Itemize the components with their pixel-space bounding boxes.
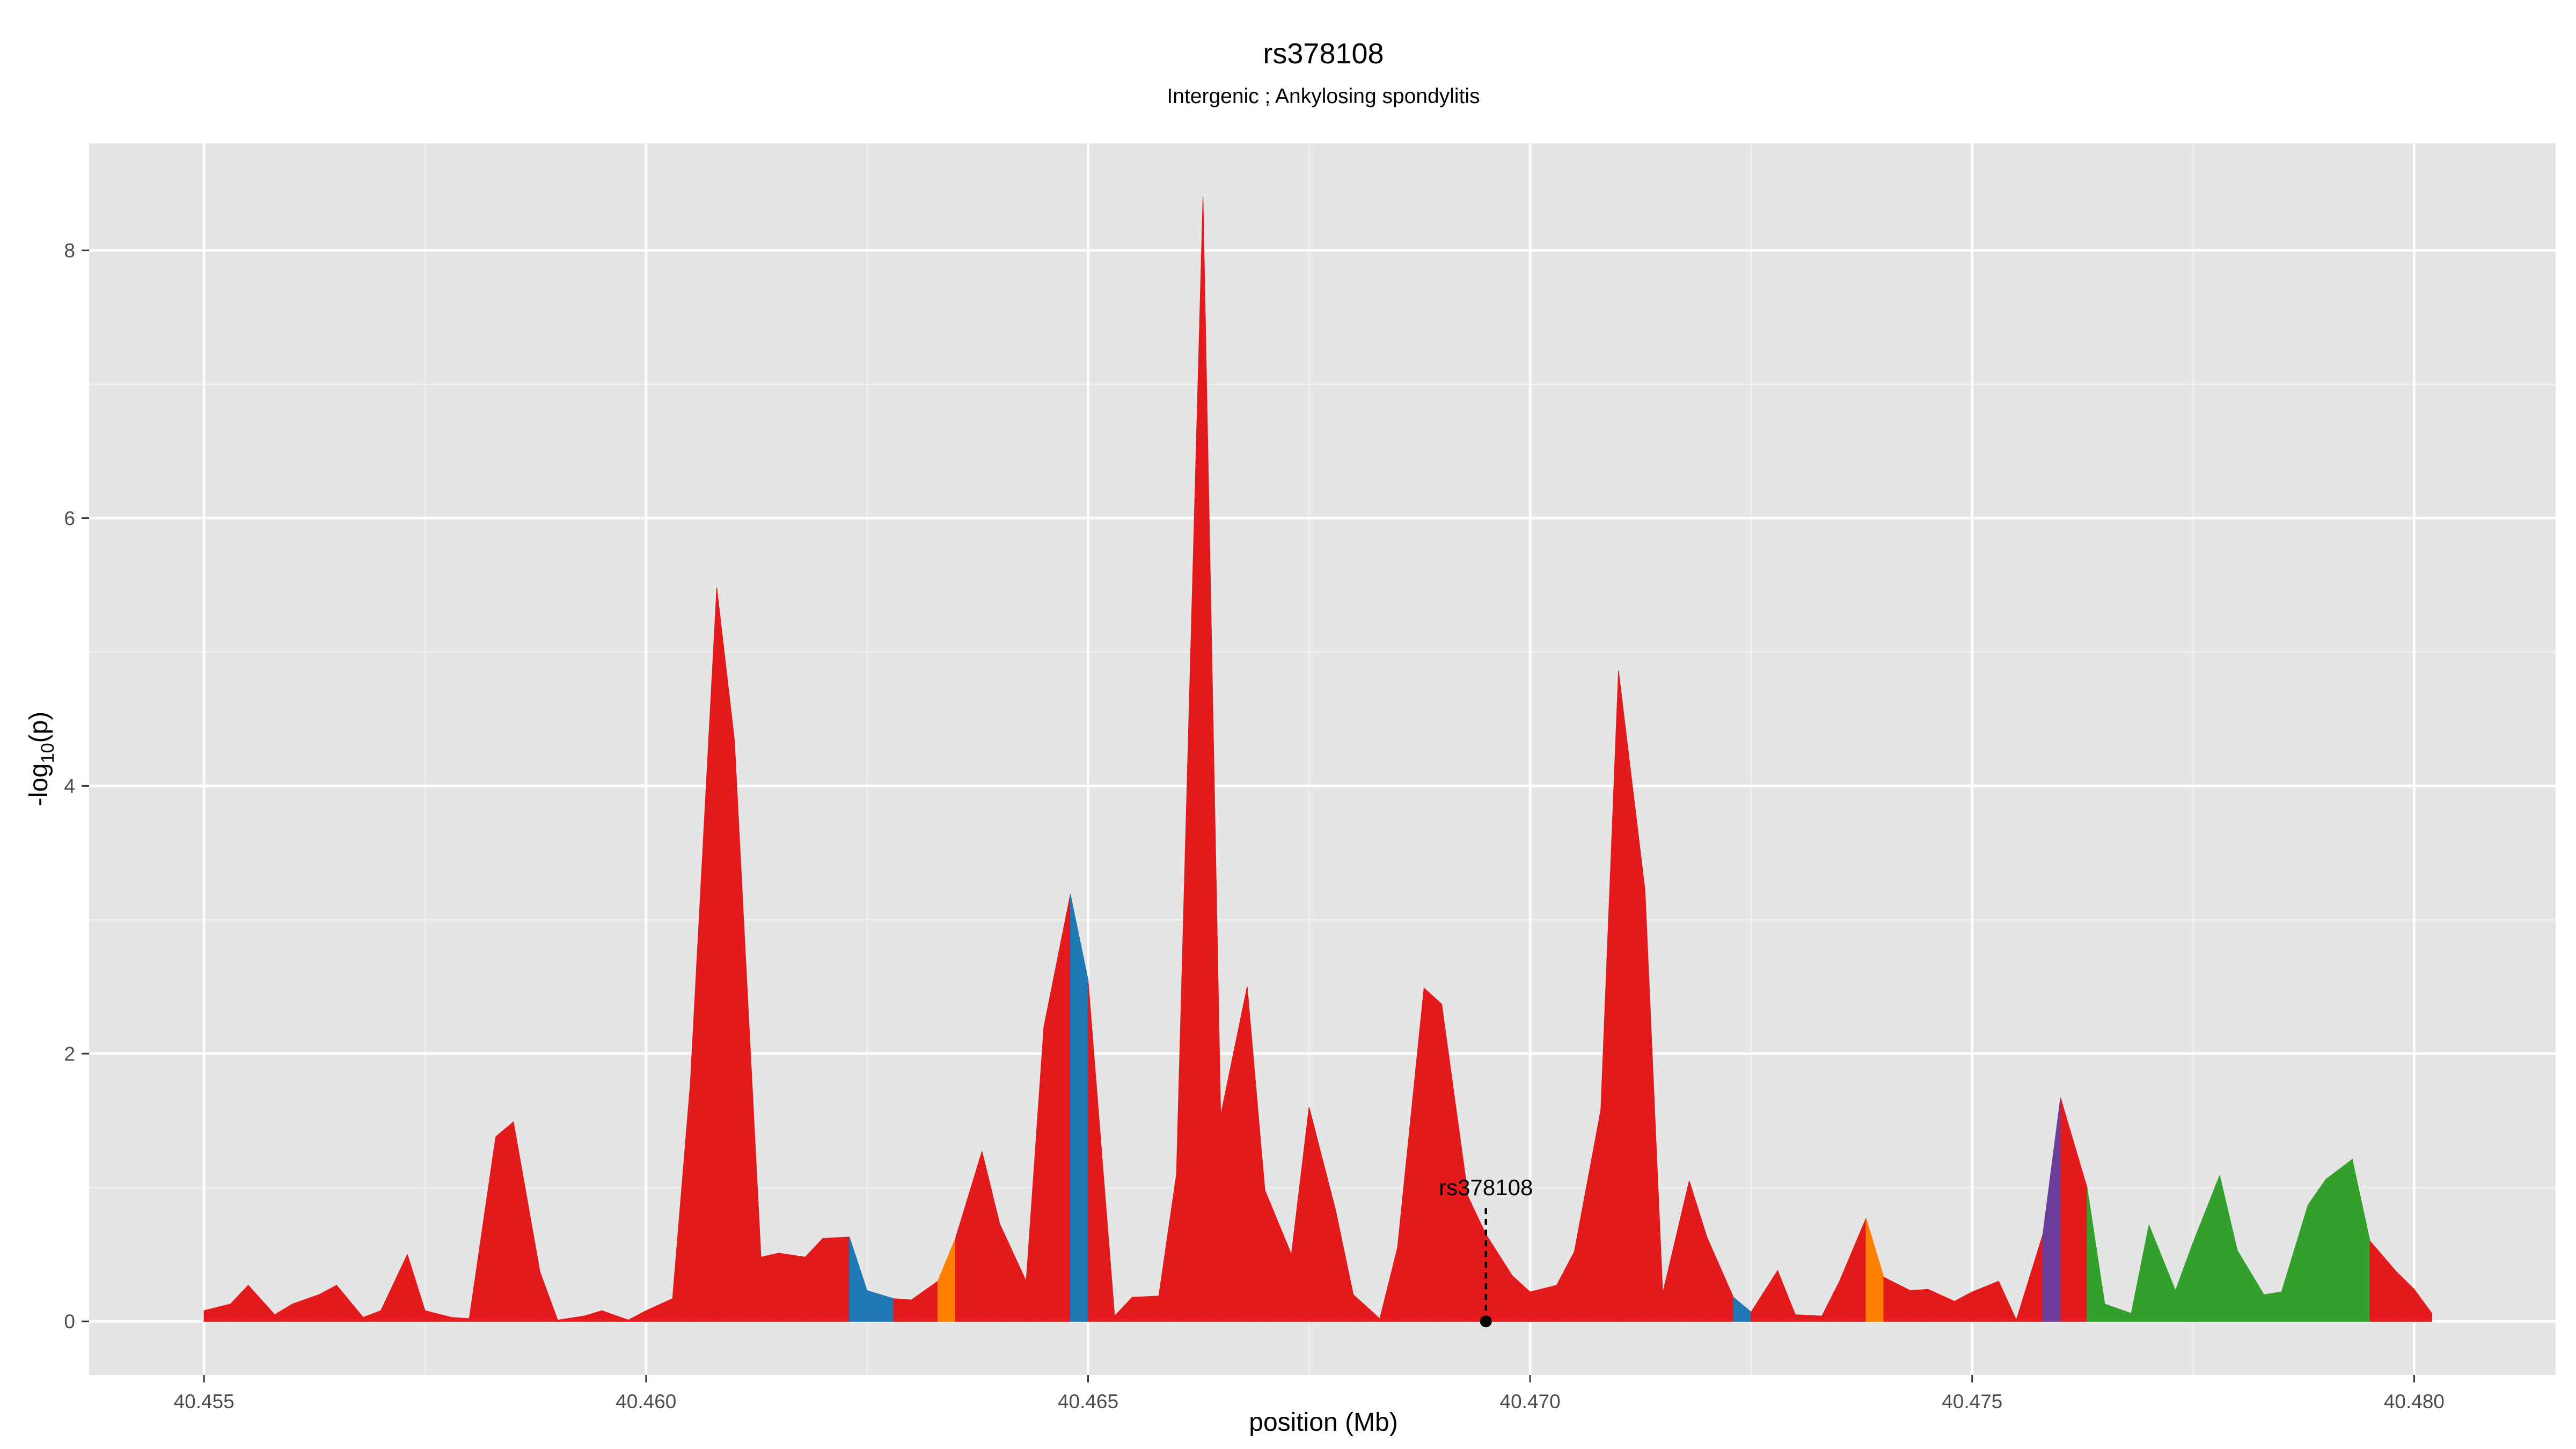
snp-label: rs378108 <box>1439 1175 1533 1200</box>
x-tick-label: 40.470 <box>1500 1391 1561 1413</box>
area-segment <box>893 1298 912 1322</box>
area-segment <box>2413 1288 2432 1322</box>
area-segment <box>1795 1314 1823 1322</box>
y-axis-title-tail: (p) <box>25 712 53 743</box>
y-tick-label: 6 <box>64 507 75 529</box>
area-segment <box>2308 1178 2326 1322</box>
y-axis-title: -log10(p) <box>25 712 58 807</box>
area-segment <box>2325 1159 2353 1322</box>
area-segment <box>822 1236 850 1322</box>
x-tick-label: 40.455 <box>174 1391 235 1413</box>
y-axis: 0 2 4 6 8 <box>64 240 89 1333</box>
y-tick-label: 8 <box>64 240 75 262</box>
area-segment <box>1132 1296 1159 1322</box>
y-tick-label: 2 <box>64 1043 75 1065</box>
snp-annotation: rs378108 <box>1439 1175 1533 1328</box>
area-segment <box>1909 1289 1929 1322</box>
area-segment <box>778 1253 806 1322</box>
area-segment <box>1423 987 1442 1322</box>
y-tick-label: 0 <box>64 1311 75 1333</box>
x-axis-title: position (Mb) <box>1249 1408 1397 1437</box>
area-series <box>203 196 2432 1322</box>
chart-subtitle: Intergenic ; Ankylosing spondylitis <box>1167 85 1480 108</box>
x-tick-label: 40.465 <box>1058 1391 1118 1413</box>
area-segment <box>495 1121 514 1322</box>
x-tick-label: 40.475 <box>1942 1391 2002 1413</box>
y-axis-title-main: -log <box>25 763 53 806</box>
x-tick-label: 40.480 <box>2384 1391 2445 1413</box>
chart-title: rs378108 <box>1263 38 1384 70</box>
y-tick-label: 4 <box>64 775 75 797</box>
area-segment <box>1529 1285 1557 1322</box>
y-axis-title-subscript: 10 <box>38 743 58 763</box>
area-segment <box>2263 1291 2282 1322</box>
snp-marker-point <box>1480 1315 1492 1328</box>
x-tick-label: 40.460 <box>616 1391 676 1413</box>
area-segment <box>760 1253 779 1322</box>
x-axis: 40.455 40.460 40.465 40.470 40.475 40.480 <box>174 1375 2445 1413</box>
